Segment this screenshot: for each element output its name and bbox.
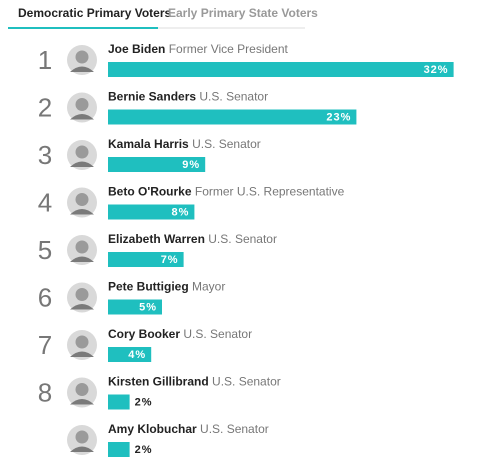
candidate-role: U.S. Senator xyxy=(212,375,281,389)
value-label: 5% xyxy=(139,301,157,313)
candidate-name: Kirsten Gillibrand xyxy=(108,375,209,389)
candidate-role: U.S. Senator xyxy=(208,232,277,246)
bar xyxy=(108,109,357,125)
candidate-name: Elizabeth Warren xyxy=(108,232,205,246)
candidate-name: Cory Booker xyxy=(108,327,180,341)
tab[interactable]: Democratic Primary Voters xyxy=(18,6,172,20)
bar xyxy=(108,204,195,220)
avatar-head xyxy=(75,430,89,444)
value-label: 4% xyxy=(128,349,146,361)
candidate-role: Former U.S. Representative xyxy=(195,185,345,199)
candidate: Beto O'Rourke Former U.S. Representative xyxy=(108,185,345,199)
candidate: Joe Biden Former Vice President xyxy=(108,42,289,56)
avatar-head xyxy=(75,50,89,64)
avatar-body xyxy=(70,399,94,405)
candidate-role: Mayor xyxy=(192,280,225,294)
rank: 8 xyxy=(38,377,52,407)
avatar-body xyxy=(70,351,94,357)
candidate-name: Beto O'Rourke xyxy=(108,185,192,199)
avatar-head xyxy=(75,193,89,206)
candidate: Elizabeth Warren U.S. Senator xyxy=(108,232,277,246)
value-label: 32% xyxy=(424,64,449,76)
candidate-role: U.S. Senator xyxy=(200,422,269,436)
value-label: 8% xyxy=(171,206,189,218)
candidate: Pete Buttigieg Mayor xyxy=(108,280,225,294)
avatar-head xyxy=(75,145,89,159)
value-label: 9% xyxy=(182,159,200,171)
value-label: 2% xyxy=(135,396,153,408)
candidate-name: Kamala Harris xyxy=(108,137,189,151)
bar xyxy=(108,299,162,315)
avatar-body xyxy=(70,161,94,167)
candidate-name: Pete Buttigieg xyxy=(108,280,189,294)
bar xyxy=(108,442,130,457)
bar xyxy=(108,252,184,267)
candidate: Amy Klobuchar U.S. Senator xyxy=(108,422,269,436)
bar xyxy=(108,394,130,410)
avatar-head xyxy=(75,383,89,396)
rank: 7 xyxy=(38,330,52,360)
tab-underline xyxy=(8,27,158,29)
avatar-body xyxy=(70,209,94,215)
avatar-body xyxy=(70,304,94,310)
bar xyxy=(108,347,152,362)
rank: 5 xyxy=(38,235,52,265)
value-label: 7% xyxy=(161,254,179,266)
candidate: Kirsten Gillibrand U.S. Senator xyxy=(108,375,281,389)
avatar-body xyxy=(70,446,94,452)
candidate-role: U.S. Senator xyxy=(199,90,268,104)
value-label: 23% xyxy=(326,111,351,123)
rank: 4 xyxy=(38,187,52,217)
avatar-head xyxy=(75,335,89,349)
candidate: Cory Booker U.S. Senator xyxy=(108,327,252,341)
candidate-role: Former Vice President xyxy=(169,42,289,56)
avatar-body xyxy=(70,114,94,120)
rank: 6 xyxy=(38,282,52,312)
avatar-body xyxy=(70,66,94,72)
rank: 3 xyxy=(38,140,52,170)
bar xyxy=(108,157,206,172)
candidate: Bernie Sanders U.S. Senator xyxy=(108,90,268,104)
candidate-name: Bernie Sanders xyxy=(108,90,196,104)
avatar-head xyxy=(75,288,89,301)
tab[interactable]: Early Primary State Voters xyxy=(168,6,318,20)
candidate-role: U.S. Senator xyxy=(192,137,261,151)
rank: 1 xyxy=(38,45,52,75)
avatar-head xyxy=(75,98,89,111)
avatar-body xyxy=(70,256,94,262)
bar xyxy=(108,62,454,77)
candidate: Kamala Harris U.S. Senator xyxy=(108,137,261,151)
candidate-name: Joe Biden xyxy=(108,42,165,56)
value-label: 2% xyxy=(135,444,153,456)
candidate-role: U.S. Senator xyxy=(183,327,252,341)
candidate-name: Amy Klobuchar xyxy=(108,422,197,436)
avatar-head xyxy=(75,240,89,254)
rank: 2 xyxy=(38,92,52,122)
